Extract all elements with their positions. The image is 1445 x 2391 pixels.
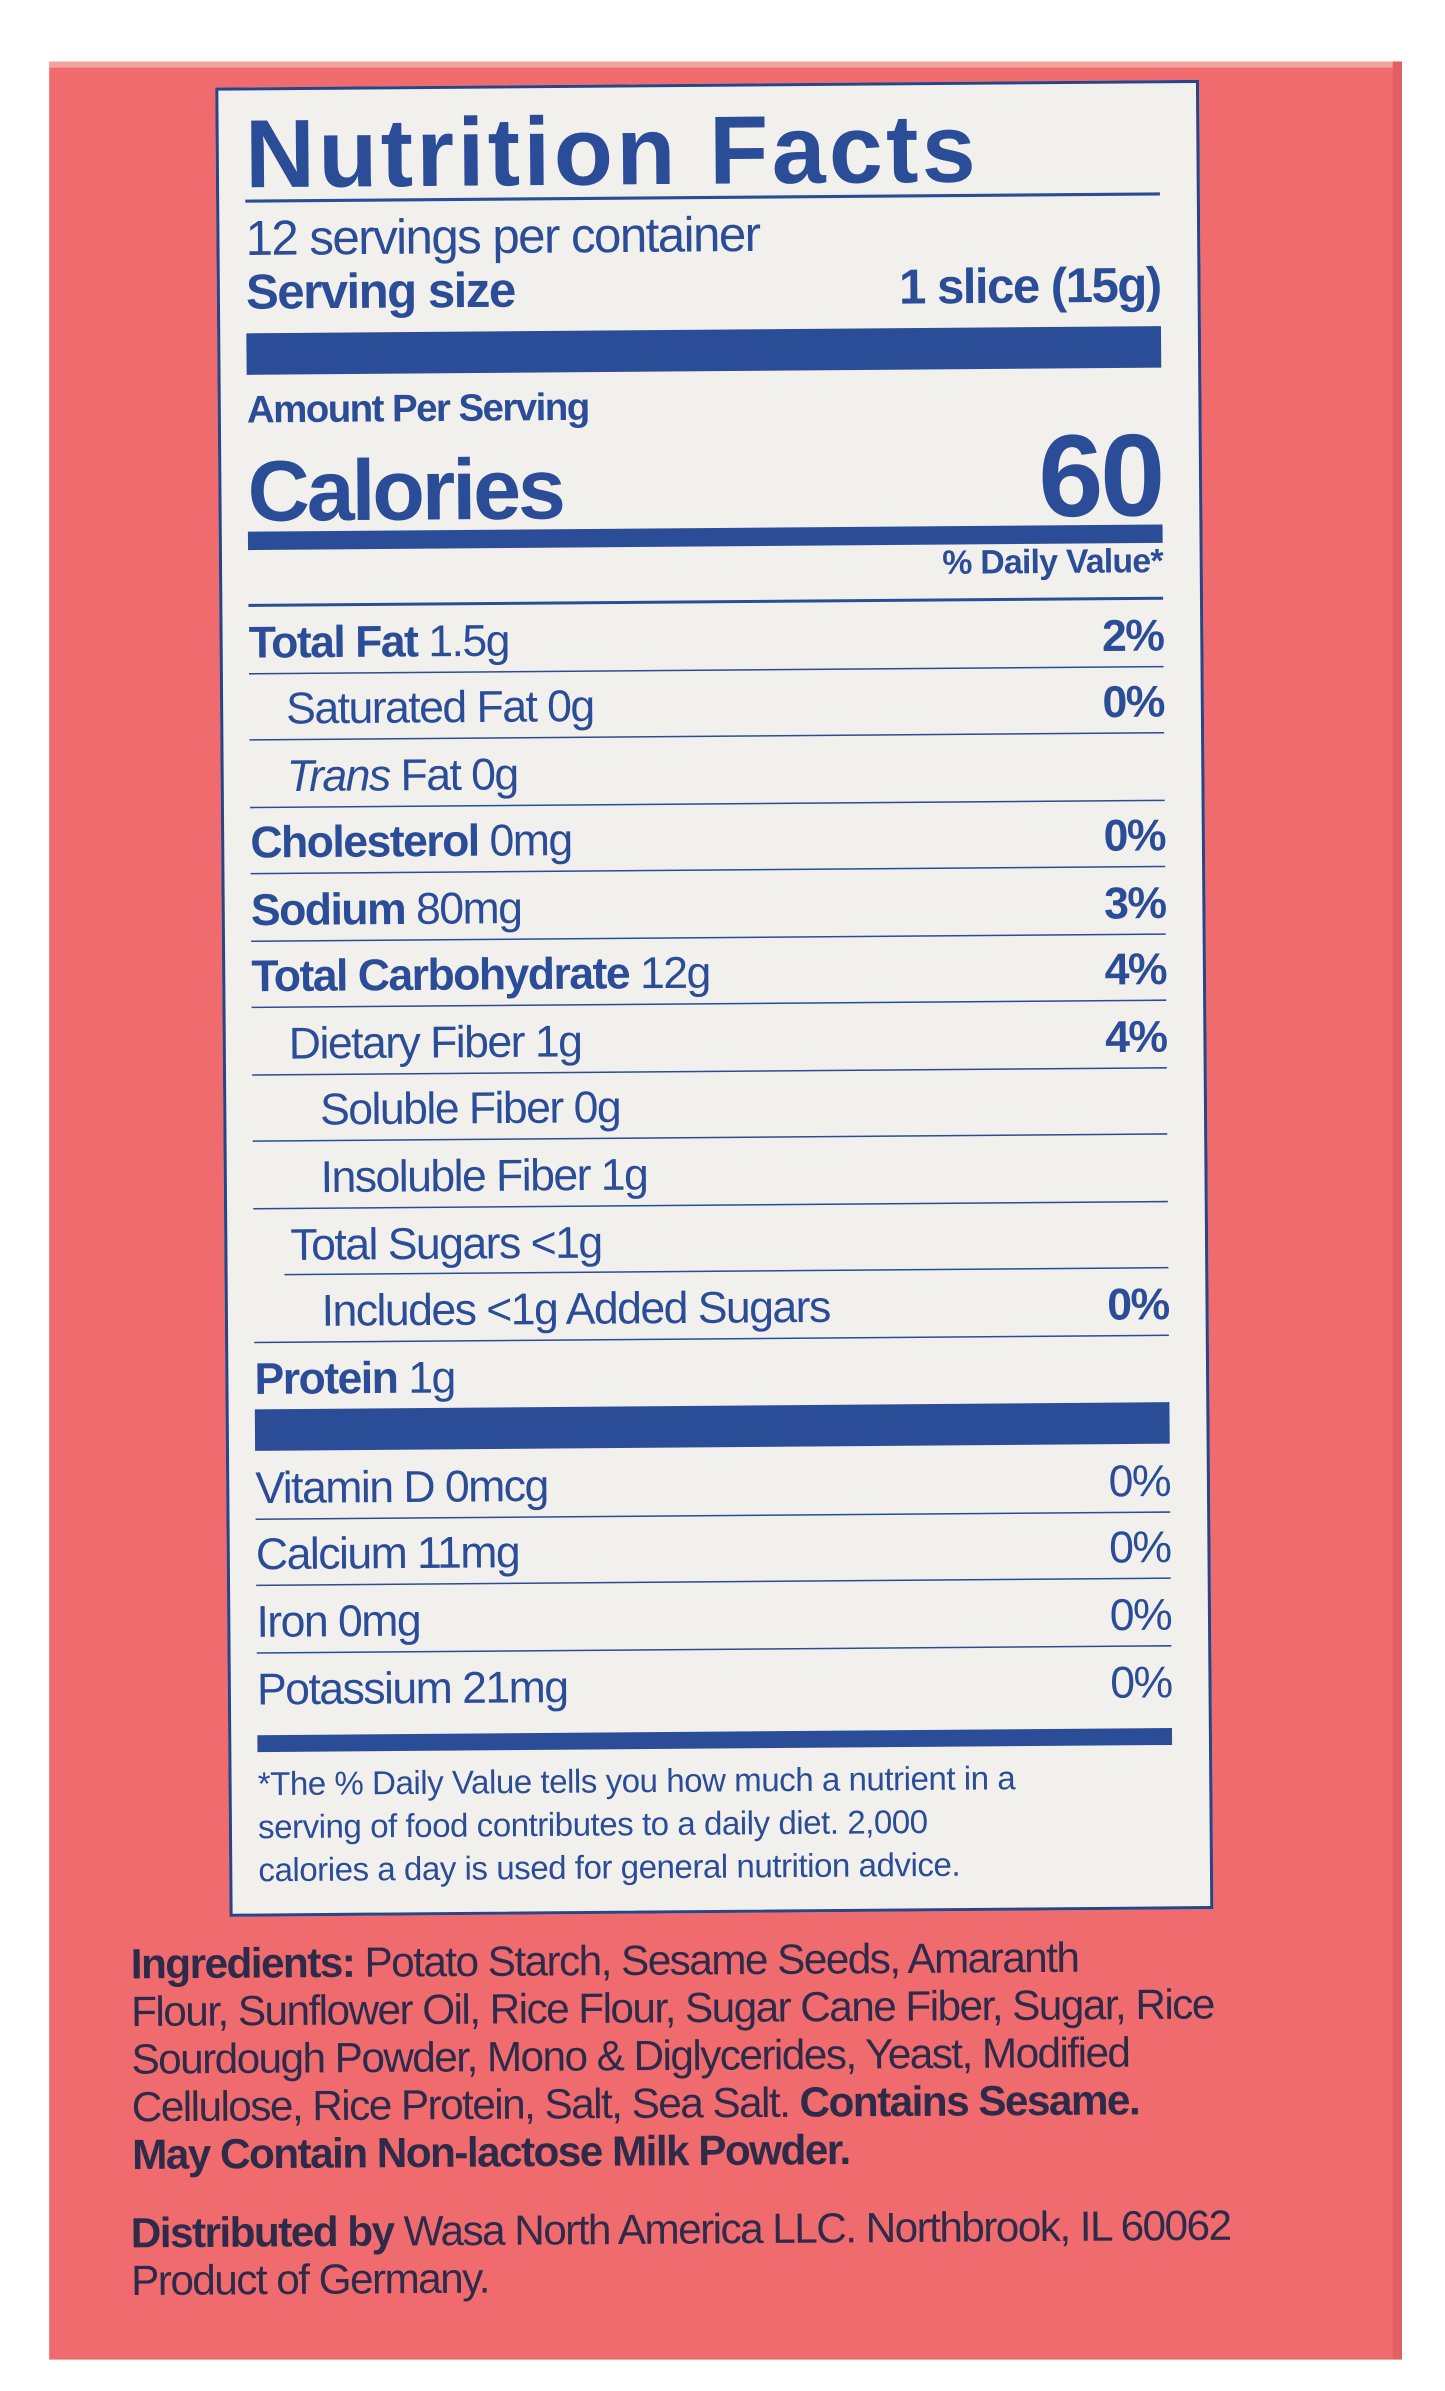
nutrient-row: Dietary Fiber 1g 4%: [251, 1000, 1167, 1076]
vitamin-name: Vitamin D 0mcg: [255, 1461, 548, 1514]
medium-divider: [257, 1728, 1173, 1753]
footnote-line: *The % Daily Value tells you how much a …: [257, 1760, 1016, 1803]
nutrient-name: Trans Fat 0g: [250, 750, 518, 803]
vitamin-name: Potassium 21mg: [256, 1663, 568, 1716]
nutrient-name-bold: Cholesterol: [250, 817, 479, 869]
ingredients-text: Flour, Sunflower Oil, Rice Flour, Sugar …: [130, 1980, 1214, 2036]
thick-divider: [254, 1402, 1170, 1451]
calories: Calories 60: [247, 410, 1163, 543]
ingredients-text: Potato Starch, Sesame Seeds, Amaranth: [354, 1933, 1079, 1987]
nutrient-name-bold: Total Fat: [248, 617, 418, 668]
nutrient-amount: Fat 0g: [389, 750, 518, 801]
nutrient-name: Dietary Fiber 1g: [252, 1017, 582, 1070]
daily-value: 0%: [1102, 678, 1165, 728]
vitamin-row: Calcium 11mg 0%: [255, 1512, 1171, 1587]
vitamin-name: Iron 0mg: [256, 1596, 421, 1647]
serving-size: Serving size 1 slice (15g): [246, 257, 1161, 320]
nutrient-name: Protein 1g: [254, 1354, 455, 1406]
nutrient-name-bold: Protein: [254, 1354, 398, 1405]
daily-value: 4%: [1104, 945, 1167, 996]
nutrient-amount: 1g: [397, 1353, 455, 1404]
calories-label: Calories: [247, 439, 564, 540]
daily-value: 0%: [1103, 811, 1166, 862]
nutrient-amount: 12g: [628, 949, 710, 1000]
calories-value: 60: [1037, 410, 1163, 543]
nutrient-name: Sodium 80mg: [251, 884, 522, 937]
distributor-label: Distributed by: [130, 2207, 394, 2257]
country-of-origin: Product of Germany.: [130, 2254, 490, 2305]
nutrient-row: Total Fat 1.5g 2%: [248, 599, 1164, 674]
serving-size-value: 1 slice (15g): [898, 256, 1161, 315]
daily-value: 4%: [1104, 1012, 1167, 1063]
nutrient-amount: Insoluble Fiber 1g: [320, 1150, 648, 1203]
daily-value: 0%: [1109, 1590, 1172, 1641]
nutrient-name: Soluble Fiber 0g: [252, 1084, 620, 1138]
vitamin-row: Vitamin D 0mcg 0%: [255, 1445, 1171, 1520]
nutrition-facts-label: Nutrition Facts 12 servings per containe…: [215, 79, 1214, 1917]
vitamin-rows: Vitamin D 0mcg 0% Calcium 11mg 0% Iron 0mg 0%…: [255, 1445, 1172, 1720]
nutrient-name-italic: Trans: [286, 751, 390, 802]
nutrient-row: Saturated Fat 0g 0%: [249, 666, 1165, 741]
daily-value: 2%: [1101, 611, 1164, 661]
nutrient-amount: Dietary Fiber 1g: [288, 1017, 582, 1069]
ingredients-text: Cellulose, Rice Protein, Salt, Sea Salt.: [131, 2078, 800, 2131]
daily-value: 0%: [1108, 1523, 1171, 1574]
distributor: Distributed by Wasa North America LLC. N…: [131, 2201, 1231, 2304]
nutrient-row: Cholesterol 0mg 0%: [250, 800, 1166, 875]
nutrient-amount: 1.5g: [417, 616, 510, 667]
ingredients: Ingredients: Potato Starch, Sesame Seeds…: [131, 1932, 1215, 2178]
nutrient-row: Includes <1g Added Sugars 0%: [253, 1268, 1169, 1343]
nutrient-amount: Includes <1g Added Sugars: [321, 1282, 830, 1336]
nutrient-row: Protein 1g: [254, 1335, 1169, 1409]
nutrient-name: Total Carbohydrate 12g: [251, 949, 710, 1003]
footnote: *The % Daily Value tells you how much a …: [258, 1756, 1174, 1892]
footnote-line: serving of food contributes to a daily d…: [257, 1803, 928, 1846]
daily-value: 0%: [1107, 1279, 1169, 1330]
nutrient-amount: Total Sugars <1g: [290, 1219, 602, 1271]
nutrient-name: Total Sugars <1g: [253, 1219, 602, 1272]
daily-value: 0%: [1108, 1456, 1171, 1507]
nutrient-row: Insoluble Fiber 1g: [252, 1134, 1168, 1209]
allergen-statement: Contains Sesame.: [799, 2075, 1140, 2126]
nutrient-row: Soluble Fiber 0g: [252, 1067, 1168, 1142]
daily-value: 0%: [1110, 1658, 1172, 1709]
nutrient-amount: Saturated Fat 0g: [286, 682, 594, 735]
distributor-text: Wasa North America LLC. Northbrook, IL 6…: [393, 2201, 1231, 2255]
nutrient-row: Total Sugars <1g: [253, 1201, 1169, 1276]
label-title: Nutrition Facts: [244, 95, 980, 209]
nutrient-name-bold: Total Carbohydrate: [251, 949, 630, 1002]
thick-divider: [246, 326, 1162, 375]
nutrient-name: Cholesterol 0mg: [250, 817, 572, 870]
nutrient-name: Saturated Fat 0g: [249, 683, 594, 736]
daily-value: 3%: [1103, 878, 1166, 929]
ingredients-text: Sourdough Powder, Mono & Diglycerides, Y…: [131, 2028, 1130, 2083]
nutrient-amount: Soluble Fiber 0g: [319, 1083, 621, 1136]
nutrient-name-bold: Sodium: [250, 884, 406, 936]
footnote-line: calories a day is used for general nutri…: [258, 1846, 961, 1889]
daily-value-header: % Daily Value*: [942, 541, 1163, 582]
serving-size-label: Serving size: [245, 262, 515, 320]
allergen-warning: May Contain Non-lactose Milk Powder.: [131, 2125, 850, 2179]
vitamin-name: Calcium 11mg: [255, 1528, 520, 1580]
nutrient-name: Total Fat 1.5g: [249, 616, 509, 669]
vitamin-row: Iron 0mg 0%: [256, 1578, 1172, 1653]
vitamin-row: Potassium 21mg 0%: [257, 1646, 1172, 1720]
ingredients-label: Ingredients:: [130, 1938, 355, 1988]
nutrient-row: Total Carbohydrate 12g 4%: [251, 934, 1167, 1009]
nutrient-rows: Total Fat 1.5g 2% Saturated Fat 0g 0% Trans …: [248, 599, 1169, 1410]
nutrient-name: Includes <1g Added Sugars: [254, 1283, 830, 1338]
servings-per-container: 12 servings per container: [245, 206, 760, 266]
nutrient-row: Sodium 80mg 3%: [250, 867, 1166, 942]
nutrient-name: Insoluble Fiber 1g: [253, 1150, 648, 1204]
nutrient-amount: 80mg: [404, 883, 522, 934]
nutrient-row: Trans Fat 0g: [249, 733, 1165, 808]
nutrient-amount: 0mg: [478, 816, 572, 867]
